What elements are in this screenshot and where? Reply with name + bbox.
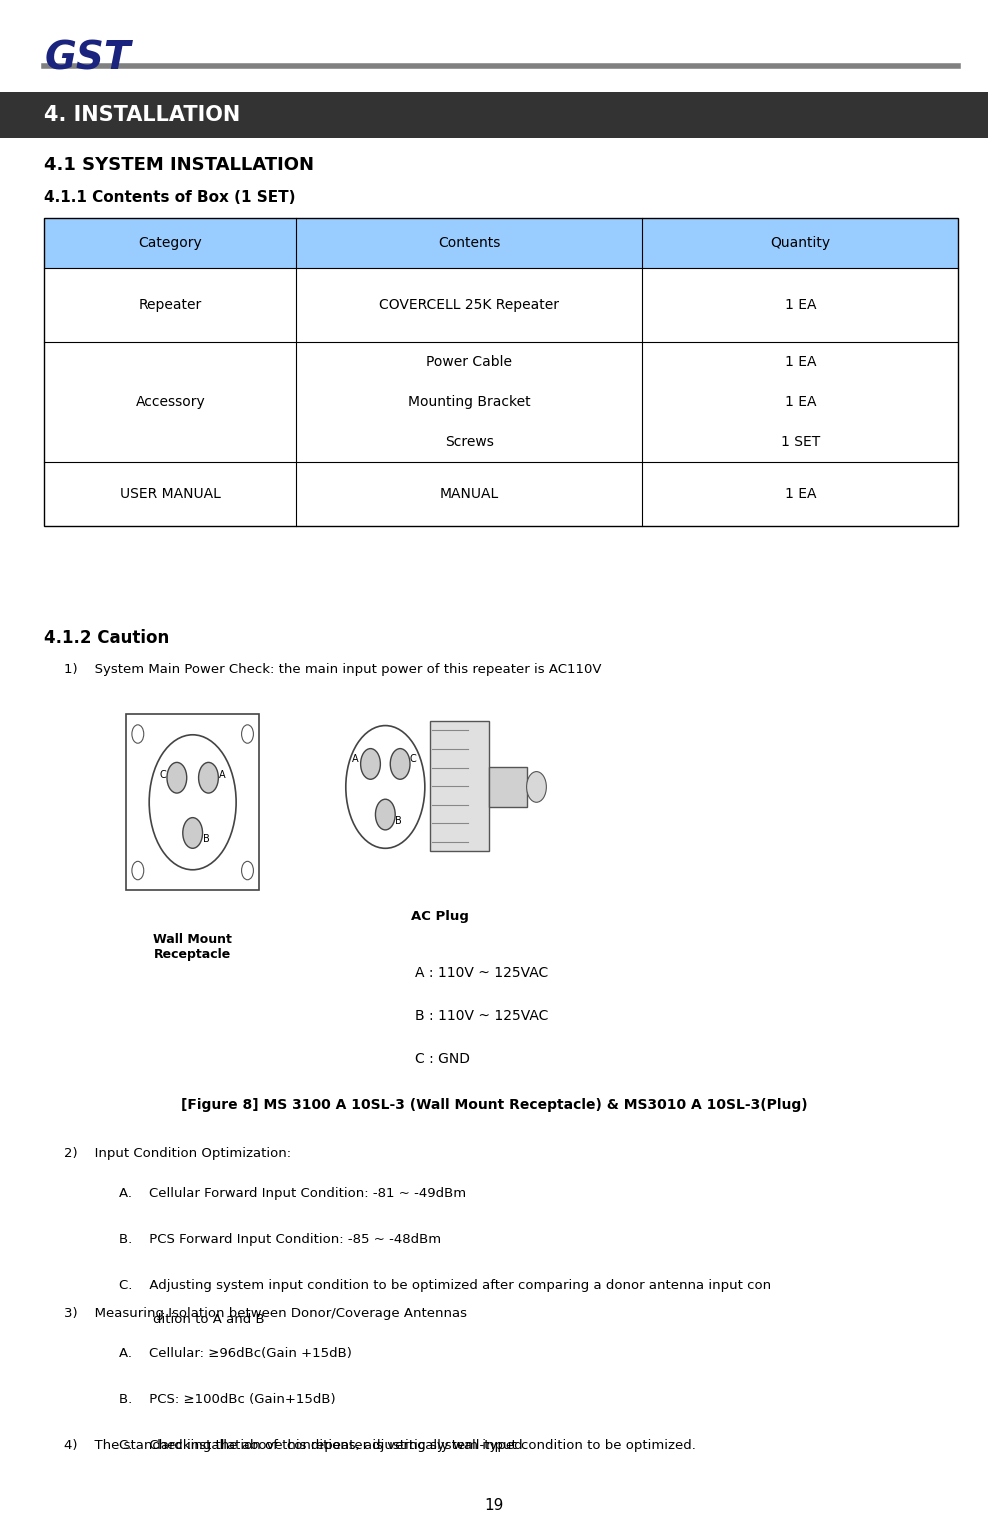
Text: dition to A and B: dition to A and B bbox=[119, 1313, 264, 1325]
Bar bbox=[126, 715, 259, 890]
Circle shape bbox=[241, 726, 253, 744]
Text: COVERCELL 25K Repeater: COVERCELL 25K Repeater bbox=[379, 298, 559, 313]
Text: C: C bbox=[160, 770, 166, 779]
Text: 1 EA: 1 EA bbox=[784, 486, 816, 502]
Bar bbox=[430, 721, 489, 851]
Text: B.    PCS: ≥100dBc (Gain+15dB): B. PCS: ≥100dBc (Gain+15dB) bbox=[119, 1393, 335, 1405]
Text: 4.1.1 Contents of Box (1 SET): 4.1.1 Contents of Box (1 SET) bbox=[44, 190, 296, 206]
FancyBboxPatch shape bbox=[0, 92, 988, 138]
Circle shape bbox=[375, 799, 395, 830]
Text: Repeater: Repeater bbox=[138, 298, 203, 313]
Bar bbox=[44, 218, 958, 526]
Text: A: A bbox=[353, 755, 359, 764]
Text: 19: 19 bbox=[484, 1497, 504, 1513]
Circle shape bbox=[527, 772, 546, 802]
Text: 1)    System Main Power Check: the main input power of this repeater is AC110V: 1) System Main Power Check: the main inp… bbox=[64, 663, 602, 675]
Circle shape bbox=[149, 735, 236, 870]
Text: Contents: Contents bbox=[438, 236, 501, 250]
Circle shape bbox=[346, 726, 425, 848]
Text: C: C bbox=[410, 755, 416, 764]
Text: AC Plug: AC Plug bbox=[411, 910, 468, 922]
Text: 4.1 SYSTEM INSTALLATION: 4.1 SYSTEM INSTALLATION bbox=[44, 156, 314, 175]
Text: 1 EA: 1 EA bbox=[784, 298, 816, 313]
Text: Power Cable: Power Cable bbox=[426, 354, 513, 370]
Circle shape bbox=[199, 762, 218, 793]
Text: A : 110V ~ 125VAC: A : 110V ~ 125VAC bbox=[415, 966, 548, 980]
Text: MANUAL: MANUAL bbox=[440, 486, 499, 502]
Circle shape bbox=[167, 762, 187, 793]
Text: 1 SET: 1 SET bbox=[781, 434, 820, 449]
Text: C : GND: C : GND bbox=[415, 1052, 470, 1066]
FancyBboxPatch shape bbox=[44, 218, 958, 268]
Text: 2)    Input Condition Optimization:: 2) Input Condition Optimization: bbox=[64, 1147, 291, 1160]
Text: A.    Cellular: ≥96dBc(Gain +15dB): A. Cellular: ≥96dBc(Gain +15dB) bbox=[119, 1347, 352, 1359]
Text: A: A bbox=[219, 770, 225, 779]
Text: 4)    The standard installation of this repeater is vertically wall-typed.: 4) The standard installation of this rep… bbox=[64, 1439, 527, 1451]
Text: 3)    Measuring Isolation between Donor/Coverage Antennas: 3) Measuring Isolation between Donor/Cov… bbox=[64, 1307, 467, 1319]
Text: C.    Checking the above conditions, adjusting system input condition to be opti: C. Checking the above conditions, adjust… bbox=[119, 1439, 696, 1451]
Text: B: B bbox=[395, 816, 401, 825]
Text: B : 110V ~ 125VAC: B : 110V ~ 125VAC bbox=[415, 1009, 548, 1023]
Text: Accessory: Accessory bbox=[135, 394, 206, 410]
Text: 4. INSTALLATION: 4. INSTALLATION bbox=[44, 104, 241, 126]
Circle shape bbox=[132, 862, 144, 879]
Text: GST: GST bbox=[44, 40, 130, 78]
Bar bbox=[489, 767, 527, 807]
Text: Screws: Screws bbox=[445, 434, 494, 449]
Text: A.    Cellular Forward Input Condition: -81 ~ -49dBm: A. Cellular Forward Input Condition: -81… bbox=[119, 1187, 465, 1200]
Text: Mounting Bracket: Mounting Bracket bbox=[408, 394, 531, 410]
Circle shape bbox=[390, 749, 410, 779]
Text: Quantity: Quantity bbox=[771, 236, 830, 250]
Text: B: B bbox=[204, 834, 209, 844]
Text: Wall Mount
Receptacle: Wall Mount Receptacle bbox=[153, 933, 232, 960]
Circle shape bbox=[183, 818, 203, 848]
Text: 4.1.2 Caution: 4.1.2 Caution bbox=[44, 629, 170, 647]
Circle shape bbox=[361, 749, 380, 779]
Text: C.    Adjusting system input condition to be optimized after comparing a donor a: C. Adjusting system input condition to b… bbox=[119, 1279, 771, 1292]
Circle shape bbox=[132, 726, 144, 744]
Text: USER MANUAL: USER MANUAL bbox=[120, 486, 221, 502]
Text: 1 EA: 1 EA bbox=[784, 354, 816, 370]
Text: [Figure 8] MS 3100 A 10SL-3 (Wall Mount Receptacle) & MS3010 A 10SL-3(Plug): [Figure 8] MS 3100 A 10SL-3 (Wall Mount … bbox=[181, 1098, 807, 1112]
Text: 1 EA: 1 EA bbox=[784, 394, 816, 410]
Circle shape bbox=[241, 862, 253, 879]
Text: B.    PCS Forward Input Condition: -85 ~ -48dBm: B. PCS Forward Input Condition: -85 ~ -4… bbox=[119, 1233, 441, 1246]
Text: Category: Category bbox=[138, 236, 203, 250]
